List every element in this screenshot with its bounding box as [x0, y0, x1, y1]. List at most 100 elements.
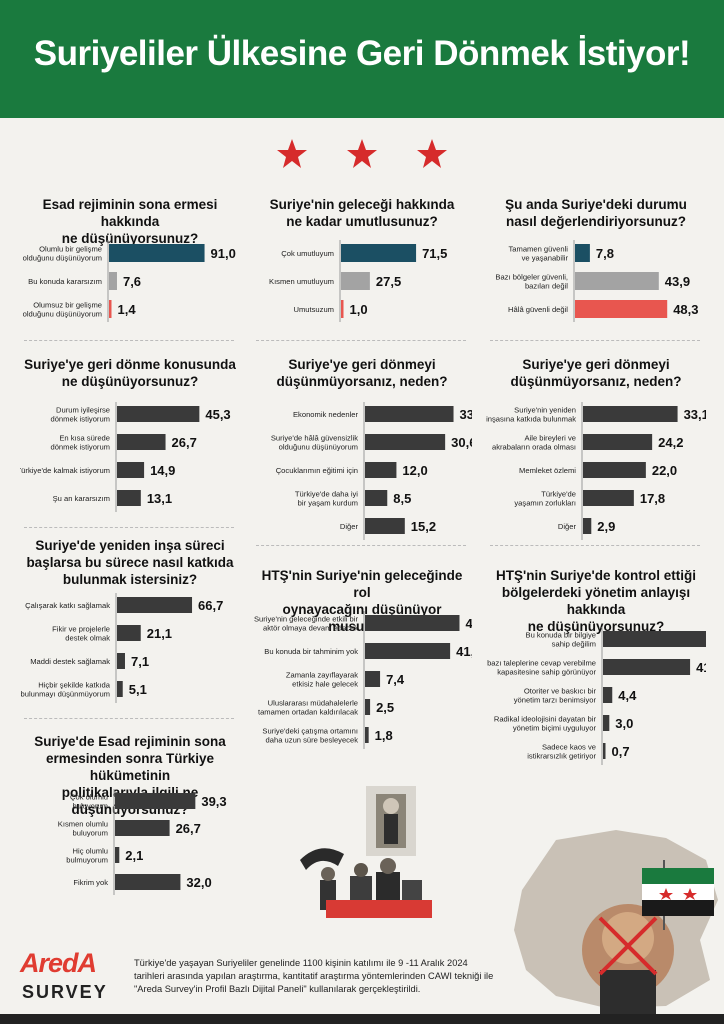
bar-value-label: 0,7 — [612, 744, 630, 759]
bar-value-label: 26,7 — [172, 435, 197, 450]
divider — [256, 340, 466, 341]
category-label: En kısa sürede — [59, 434, 110, 443]
category-label: Hâlâ güvenli değil — [508, 305, 568, 314]
bar-value-label: 32,0 — [186, 875, 211, 890]
bar — [603, 715, 610, 731]
category-label: Şu an kararsızım — [53, 494, 110, 503]
category-label: bulunmayı düşünmüyorum — [21, 690, 110, 699]
bar — [109, 244, 205, 262]
category-label: Kısmen umutluyum — [269, 277, 334, 286]
bar-value-label: 7,8 — [596, 246, 614, 261]
category-label: Maddi destek sağlamak — [30, 657, 110, 666]
chart-title-line: bulunmak istersiniz? — [62, 572, 198, 587]
category-label: Suriye'nin yeniden — [514, 406, 576, 415]
category-label: Umutsuzum — [293, 305, 334, 314]
category-label: olduğunu düşünüyorum — [23, 254, 102, 263]
bar-value-label: 41,8 — [456, 644, 472, 659]
category-label: daha uzun süre besleyecek — [266, 736, 359, 745]
bar-value-label: 17,8 — [640, 491, 665, 506]
footer-note: Türkiye'de yaşayan Suriyeliler genelinde… — [134, 958, 494, 994]
bar-value-label: 2,9 — [597, 519, 615, 534]
bar — [365, 699, 371, 715]
chart-title-line: HTŞ'nin Suriye'nin geleceğinde rol — [261, 568, 463, 600]
category-label: Sadece kaos ve — [542, 743, 596, 752]
category-label: Fikir ve projelerle — [52, 625, 110, 634]
category-label: dönmek istiyorum — [50, 415, 110, 424]
areda-logo: AredA SURVEY — [20, 948, 120, 1008]
category-label: etkisiz hale gelecek — [292, 680, 358, 689]
bar — [583, 434, 653, 450]
category-label: sahip değilim — [552, 640, 596, 649]
bar-value-label: 4,4 — [618, 688, 637, 703]
category-label: Çok olumlu — [70, 793, 108, 802]
bar-value-label: 7,6 — [123, 274, 141, 289]
bar — [115, 847, 120, 863]
chart-title-line: Suriye'de Esad rejiminin sona — [34, 734, 226, 749]
bar — [115, 793, 196, 809]
bar-value-label: 13,1 — [147, 491, 172, 506]
bar-value-label: 1,4 — [118, 302, 137, 317]
category-label: Kısmen olumlu — [58, 820, 108, 829]
chart-title-line: Şu anda Suriye'deki durumu — [505, 197, 687, 212]
bar — [583, 462, 646, 478]
category-label: ve yaşanabilir — [522, 254, 569, 263]
bar — [117, 597, 193, 613]
chart-panel: Esad rejiminin sona ermesi hakkında ne dü… — [20, 196, 240, 336]
chart-title-line: ermesinden sonra Türkiye hükümetinin — [45, 751, 215, 783]
category-label: Ekonomik nedenler — [293, 410, 358, 419]
star-icon — [346, 138, 378, 170]
bar-value-label: 48,3 — [673, 302, 698, 317]
chart-title-line: bölgelerdeki yönetim anlayışı hakkında — [501, 585, 691, 617]
chart-panel: Suriye'nin geleceği hakkında ne kadar umu… — [252, 196, 472, 336]
category-label: Suriye'deki çatışma ortamını — [262, 727, 358, 736]
category-label: Durum iyileşirse — [56, 406, 110, 415]
chart-panel: Suriye'de Esad rejiminin sona ermesinden … — [20, 733, 240, 903]
chart-panel: Suriye'de yeniden inşa süreci başlarsa bu… — [20, 537, 240, 717]
category-label: bazıları değil — [525, 282, 568, 291]
bar-value-label: 66,7 — [198, 598, 223, 613]
chart-title-line: HTŞ'nin Suriye'de kontrol ettiği — [496, 568, 696, 583]
bar — [365, 434, 446, 450]
category-label: aktör olmaya devam edecek — [263, 624, 358, 633]
bar — [603, 687, 613, 703]
chart-title-line: ne düşünüyorsunuz? — [527, 619, 665, 634]
bar — [117, 490, 141, 506]
chart-title-line: düşünmüyorsanız, neden? — [276, 374, 448, 389]
bar — [117, 625, 141, 641]
chart-panel: HTŞ'nin Suriye'de kontrol ettiği bölgeler… — [486, 567, 706, 767]
bar — [117, 681, 123, 697]
bar-value-label: 1,8 — [375, 728, 393, 743]
bar-value-label: 46,4 — [465, 616, 472, 631]
bar-value-label: 21,1 — [147, 626, 172, 641]
bar-value-label: 33,8 — [460, 407, 472, 422]
category-label: tamamen ortadan kaldırılacak — [258, 708, 358, 717]
bar — [365, 462, 397, 478]
bar — [365, 727, 369, 743]
bar — [115, 820, 170, 836]
divider — [490, 545, 700, 546]
bar-value-label: 41,4 — [696, 660, 706, 675]
bottom-strip — [0, 1014, 724, 1024]
chart-title: Suriye'ye geri dönmeyi düşünmüyorsanız, n… — [252, 356, 472, 390]
bar-value-label: 3,0 — [615, 716, 633, 731]
bar — [341, 244, 417, 262]
bar — [115, 874, 181, 890]
category-label: Hiç olumlu — [73, 847, 108, 856]
bar-chart: 33,8 Ekonomik nedenler 30,6 Suriye'de hâlâ … — [271, 402, 472, 540]
category-label: Çok umutluyum — [281, 249, 334, 258]
chart-title-line: ne düşünüyorsunuz? — [61, 231, 199, 246]
divider — [24, 718, 234, 719]
map-illustration — [496, 820, 724, 1014]
category-label: Türkiye'de kalmak istiyorum — [20, 466, 110, 475]
category-label: inşasına katkıda bulunmak — [486, 415, 576, 424]
logo-top-text: AredA — [20, 948, 97, 978]
bar — [365, 671, 381, 687]
bar — [341, 272, 370, 290]
category-label: Çocuklarımın eğitimi için — [276, 466, 358, 475]
chart-title-line: ne kadar umutlusunuz? — [286, 214, 438, 229]
category-label: Türkiye'de daha iyi — [295, 490, 358, 499]
